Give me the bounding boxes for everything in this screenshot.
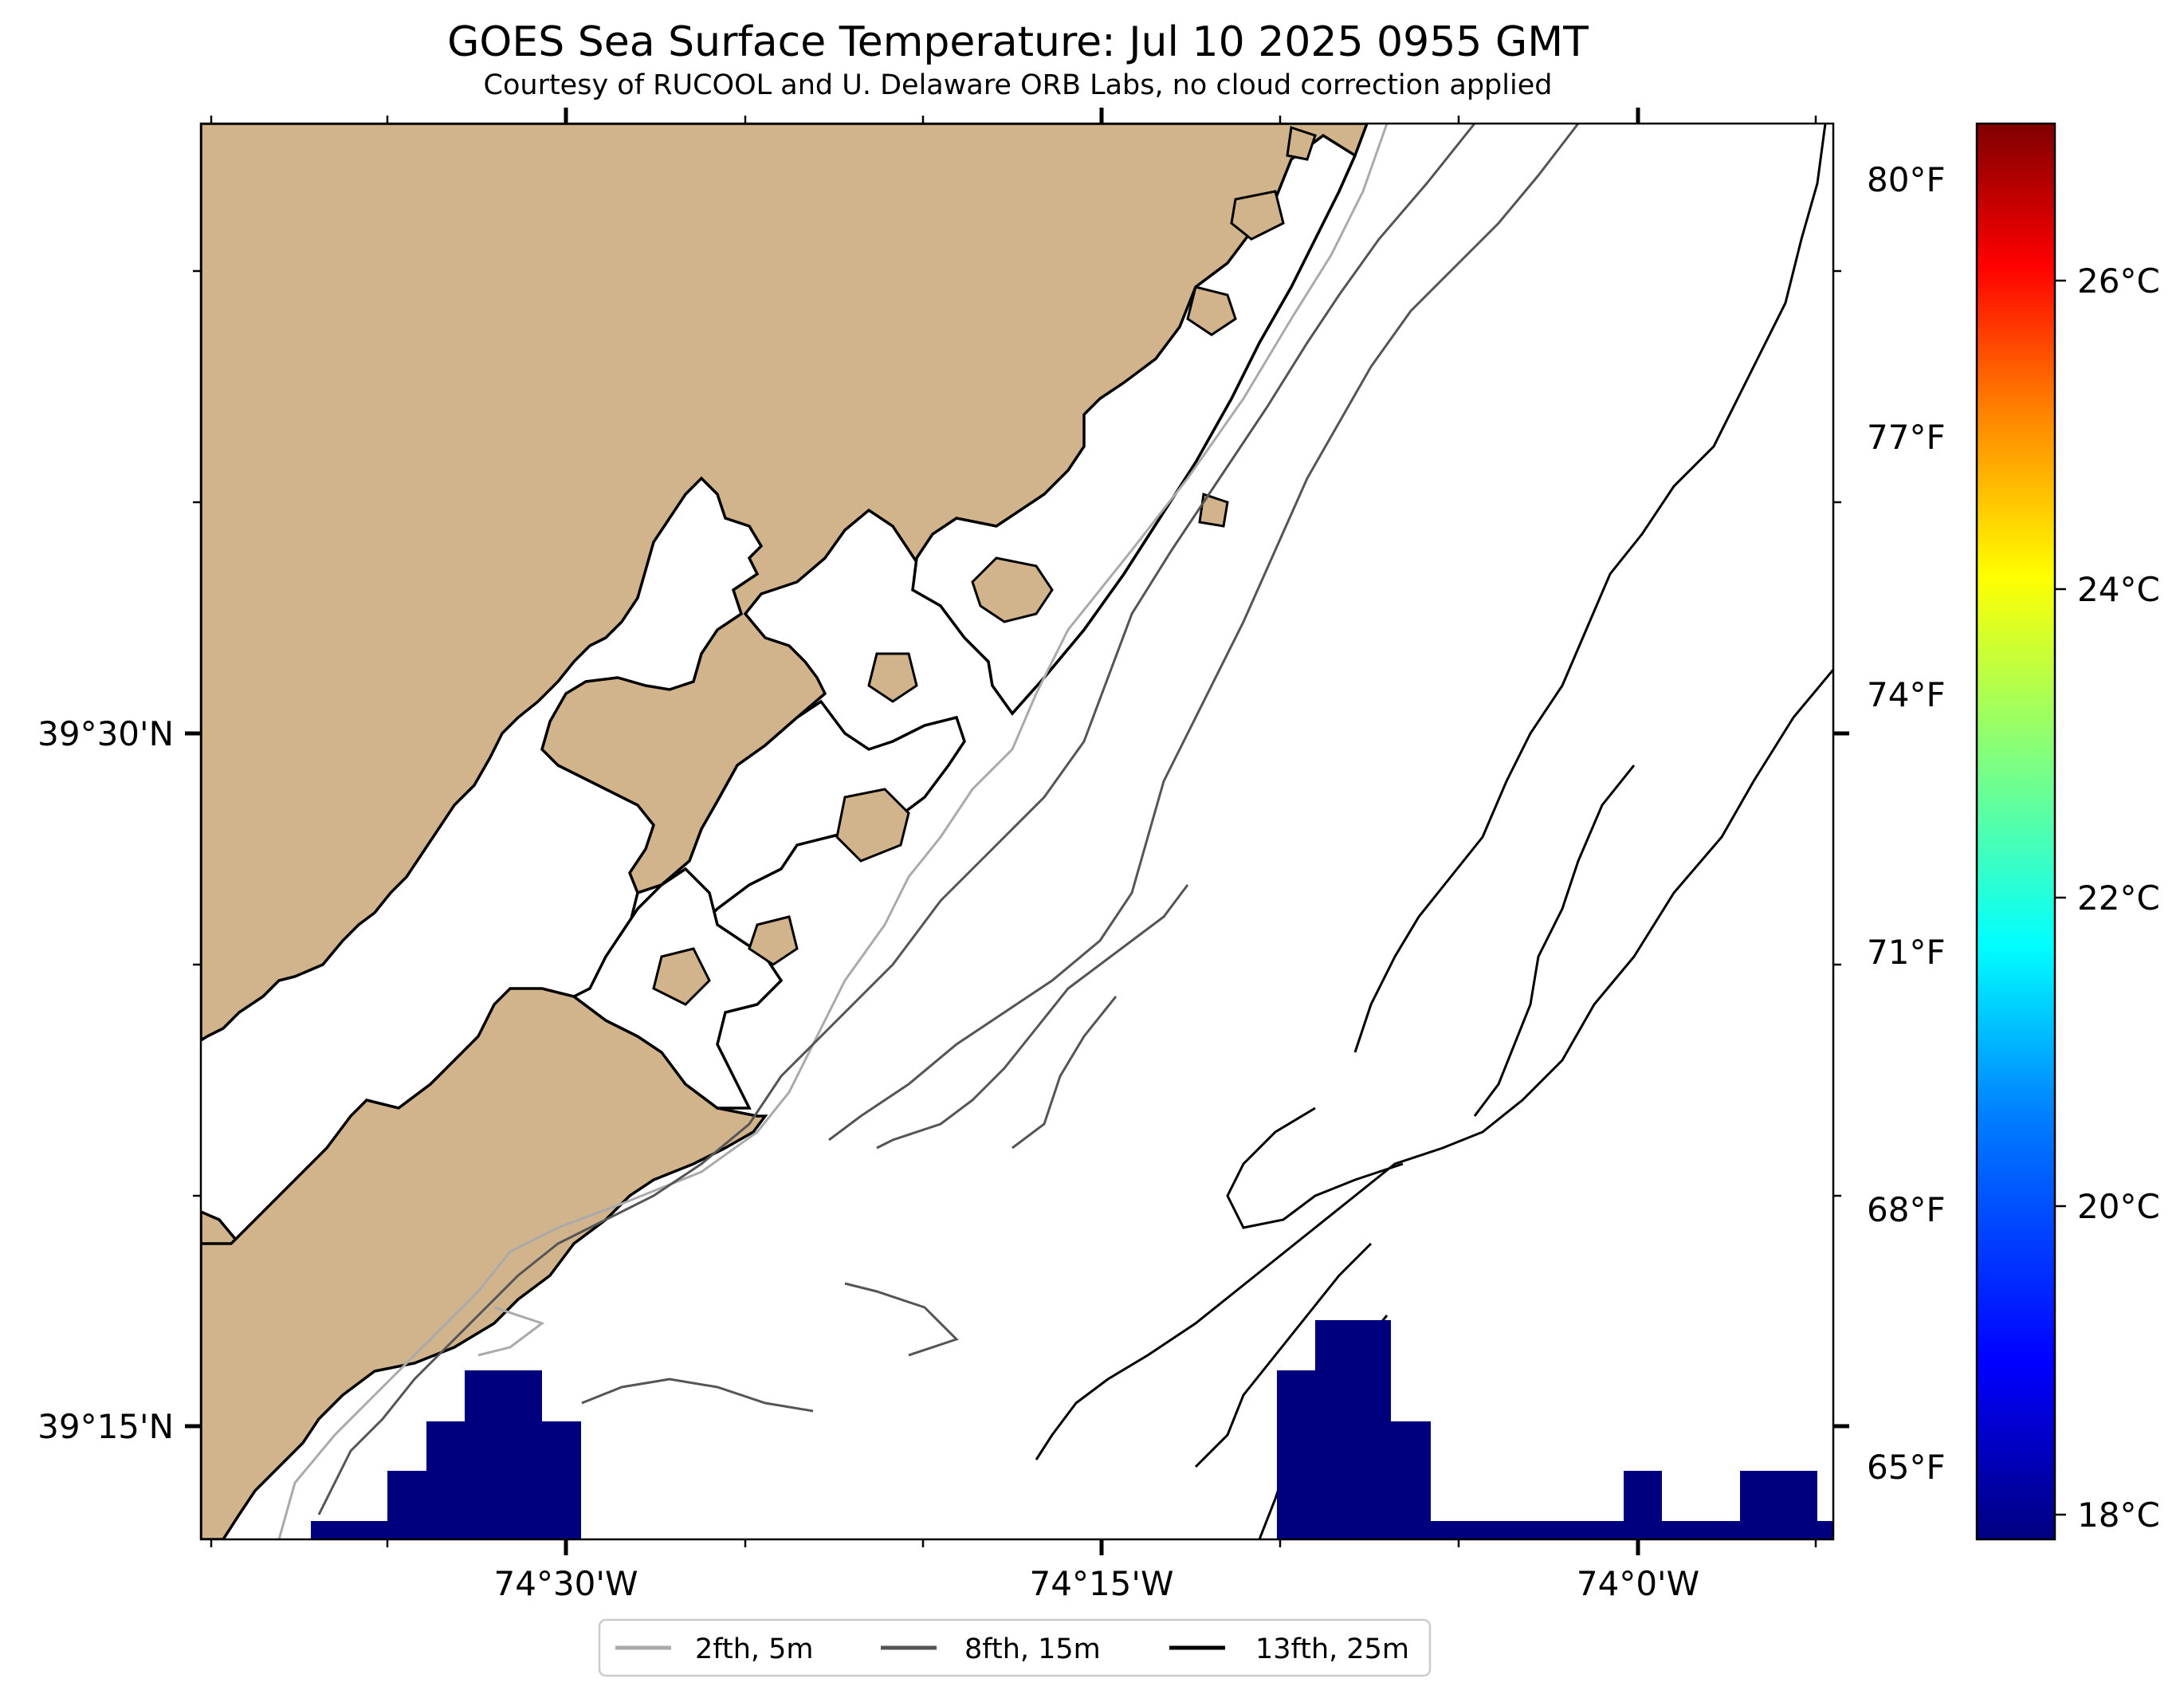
map-ticks [185,108,1849,1555]
bay-middle [627,699,966,942]
legend-label-13fth: 13fth, 25m [1255,1633,1409,1665]
fahrenheit-tick-label: 65°F [1867,1448,1946,1487]
fahrenheit-tick-label: 68°F [1867,1190,1946,1229]
contour-2fth [277,124,1389,1539]
fahrenheit-tick-label: 77°F [1867,418,1946,457]
celsius-ticks: 26°C 24°C 22°C 20°C 18°C [2077,261,2160,1535]
map-subtitle: Courtesy of RUCOOL and U. Delaware ORB L… [484,69,1553,101]
contour-13fth [1035,124,1833,1539]
legend-label-2fth: 2fth, 5m [695,1633,814,1665]
lat-tick-label-1: 39°30'N [37,714,174,753]
map-title: GOES Sea Surface Temperature: Jul 10 202… [447,18,1589,66]
colorbar [1975,122,2056,1541]
fahrenheit-tick-label: 74°F [1867,675,1946,714]
legend-box [598,1618,1432,1677]
fahrenheit-tick-label: 80°F [1867,160,1946,199]
sst-pixels [311,1320,1833,1539]
fahrenheit-tick-label: 71°F [1867,933,1946,972]
celsius-tick-label: 18°C [2077,1496,2160,1535]
colorbar-ticks [2055,279,2066,1516]
lon-tick-label-3: 74°0'W [1577,1564,1699,1603]
celsius-tick-label: 22°C [2077,878,2160,918]
contour-8fth [317,124,1580,1515]
fahrenheit-ticks: 80°F 77°F 74°F 71°F 68°F 65°F [1867,160,1946,1487]
legend-label-8fth: 8fth, 15m [964,1633,1101,1665]
marsh-islands [652,126,1317,1006]
celsius-tick-label: 24°C [2077,570,2160,609]
map-panel [201,124,1833,1539]
lon-tick-label-2: 74°15'W [1030,1564,1174,1603]
map-frame [199,122,1835,1541]
legend: 2fth, 5m 8fth, 15m 13fth, 25m [598,1618,1432,1677]
lon-tick-label-1: 74°30'W [494,1564,638,1603]
lat-tick-label-2: 39°15'N [37,1407,174,1446]
celsius-tick-label: 26°C [2077,261,2160,301]
land-peninsula [201,987,768,1539]
celsius-tick-label: 20°C [2077,1187,2160,1226]
